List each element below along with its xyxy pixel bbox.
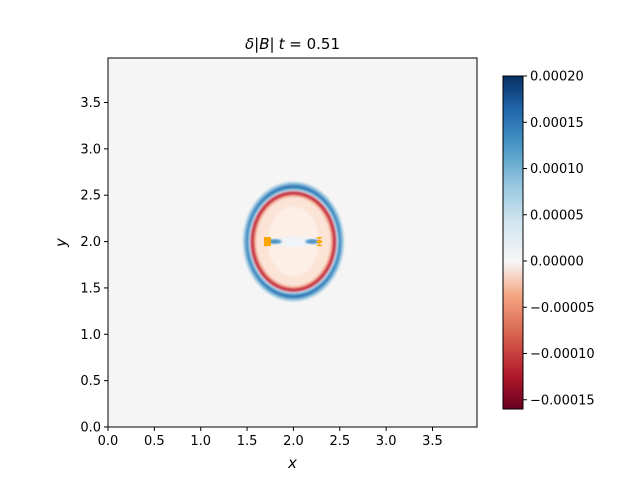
orange-marker <box>263 237 271 247</box>
x-tick-label: 2.0 <box>283 434 304 449</box>
marker-flare <box>305 239 320 244</box>
y-tick-label: 3.5 <box>80 96 101 111</box>
x-tick-label: 2.5 <box>329 434 350 449</box>
y-axis: 0.0 0.5 1.0 1.5 2.0 2.5 3.0 3.5 <box>80 96 108 436</box>
y-tick-label: 2.5 <box>80 189 101 204</box>
y-tick-label: 1.0 <box>80 328 101 343</box>
heatmap-field <box>243 182 344 302</box>
x-axis-label: x <box>287 454 297 472</box>
plot-frame <box>107 57 478 428</box>
colorbar <box>502 75 524 410</box>
central-streak <box>269 236 318 247</box>
y-tick-label: 3.0 <box>80 142 101 157</box>
colorbar-tick-label: 0.00005 <box>530 208 584 223</box>
x-tick-label: 1.5 <box>237 434 258 449</box>
x-tick-label: 3.0 <box>376 434 397 449</box>
y-tick-label: 1.5 <box>80 281 101 296</box>
x-tick-label: 0.5 <box>144 434 165 449</box>
x-tick-label: 3.5 <box>422 434 443 449</box>
colorbar-tick-label: −0.00010 <box>530 347 595 362</box>
colorbar-tick-label: 0.00000 <box>530 255 584 270</box>
colorbar-tick-label: −0.00005 <box>530 301 595 316</box>
x-tick-label: 0.0 <box>98 434 119 449</box>
orange-marker <box>315 237 323 247</box>
x-axis: 0.0 0.5 1.0 1.5 2.0 2.5 3.0 3.5 <box>98 427 443 449</box>
y-tick-label: 0.0 <box>80 421 101 436</box>
y-tick-label: 0.5 <box>80 374 101 389</box>
x-tick-label: 1.0 <box>190 434 211 449</box>
colorbar-tick-label: −0.00015 <box>530 393 595 408</box>
colorbar-tick-label: 0.00010 <box>530 162 584 177</box>
y-tick-label: 2.0 <box>80 235 101 250</box>
colorbar-tick-label: 0.00015 <box>530 116 584 131</box>
y-axis-label: y <box>52 237 70 248</box>
colorbar-tick-label: 0.00020 <box>530 70 584 85</box>
colorbar-ticks: −0.00015 −0.00010 −0.00005 0.00000 0.00005 0.… <box>523 70 595 408</box>
chart-title: δ|B| t = 0.51 <box>245 35 340 53</box>
